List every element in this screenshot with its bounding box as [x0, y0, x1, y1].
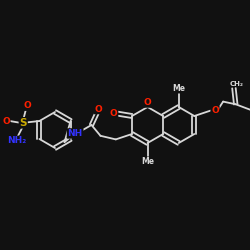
- Text: O: O: [110, 109, 118, 118]
- Text: Me: Me: [172, 84, 185, 93]
- Text: O: O: [144, 98, 152, 107]
- Text: Me: Me: [141, 157, 154, 166]
- Text: O: O: [2, 116, 10, 126]
- Text: CH₂: CH₂: [230, 80, 243, 86]
- Text: NH₂: NH₂: [7, 136, 26, 145]
- Text: S: S: [20, 118, 27, 128]
- Text: O: O: [211, 106, 219, 115]
- Text: NH: NH: [68, 129, 83, 138]
- Text: O: O: [94, 104, 102, 114]
- Text: O: O: [23, 101, 31, 110]
